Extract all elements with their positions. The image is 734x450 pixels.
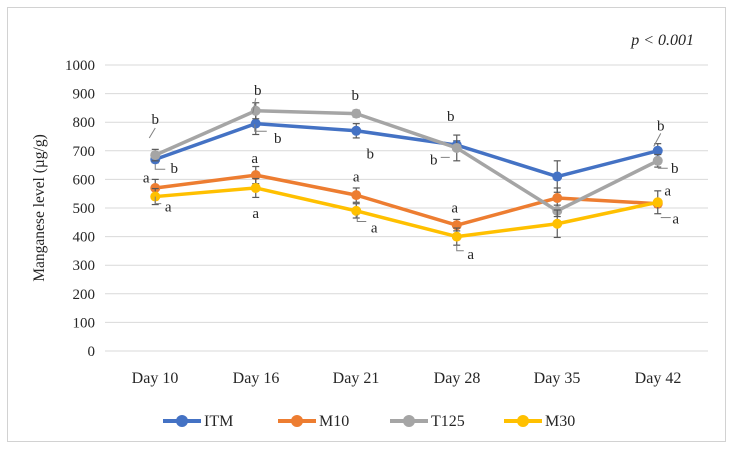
significance-letter: a	[252, 206, 259, 222]
significance-letter: b	[274, 131, 282, 147]
data-point-marker-M30	[351, 205, 362, 216]
data-point-marker-M30	[250, 182, 261, 193]
annotation-leader-line	[356, 214, 367, 222]
significance-letter: a	[467, 247, 474, 263]
annotation-leader-line	[456, 245, 464, 252]
data-point-marker-T125	[250, 105, 261, 116]
y-axis-tick-label: 400	[73, 230, 96, 246]
y-axis-tick-label: 200	[73, 287, 96, 303]
legend-swatches-layer	[163, 415, 542, 427]
legend-swatch-marker-M10	[291, 415, 303, 427]
significance-letter: a	[451, 200, 458, 216]
significance-letter: b	[352, 88, 360, 104]
significance-letter: b	[254, 83, 262, 99]
significance-letter: a	[143, 170, 150, 186]
data-point-marker-T125	[451, 142, 462, 153]
significance-letter: a	[672, 212, 679, 228]
data-point-marker-ITM	[552, 171, 563, 182]
series-line-ITM	[154, 121, 659, 179]
significance-letter: b	[367, 146, 375, 162]
data-point-marker-M30	[451, 231, 462, 242]
significance-letter: b	[447, 109, 455, 125]
data-point-marker-T125	[652, 155, 663, 166]
x-tick-label-day21: Day 21	[333, 370, 380, 387]
data-point-marker-M10	[250, 170, 261, 181]
series-T125	[150, 102, 663, 218]
y-axis-tick-label: 600	[73, 172, 96, 188]
annotation-leader-line	[653, 133, 662, 147]
legend-swatch-marker-M30	[517, 415, 529, 427]
y-axis-title: Manganese level (µg/g)	[31, 134, 48, 282]
data-series-layer	[150, 102, 663, 246]
legend-swatch-marker-T125	[403, 415, 415, 427]
figure-border	[7, 7, 726, 442]
legend-labels: ITM M10 T125 M30	[204, 413, 575, 430]
data-point-marker-M10	[552, 192, 563, 203]
y-axis-tick-label: 0	[88, 344, 96, 360]
y-axis-tick-label: 500	[73, 201, 96, 217]
series-line-M10	[155, 173, 658, 227]
significance-letter: b	[171, 161, 179, 177]
significance-letter: b	[152, 112, 160, 128]
p-value-annotation: p < 0.001	[630, 32, 694, 49]
series-M30	[150, 177, 663, 246]
x-tick-label-day28: Day 28	[434, 370, 481, 387]
x-tick-label-day10: Day 10	[132, 370, 179, 387]
legend-label-m30: M30	[545, 413, 575, 430]
x-axis-labels: Day 10 Day 16 Day 21 Day 28 Day 35 Day 4…	[132, 370, 682, 387]
x-tick-label-day35: Day 35	[534, 370, 581, 387]
significance-letter: a	[353, 169, 360, 185]
annotation-leader-line	[148, 127, 156, 139]
annotation-leader-line	[254, 124, 267, 132]
significance-letter: a	[251, 151, 258, 167]
series-M10	[150, 165, 663, 232]
y-axis-tick-label: 1000	[65, 58, 95, 74]
y-axis-tick-label: 900	[73, 87, 96, 103]
data-point-marker-M30	[150, 191, 161, 202]
data-point-marker-ITM	[351, 125, 362, 136]
gridlines-layer	[105, 64, 708, 352]
series-line-M30	[155, 186, 659, 239]
significance-letter: a	[165, 200, 172, 216]
data-point-marker-M30	[652, 197, 663, 208]
significance-letter: b	[657, 118, 665, 134]
data-point-marker-ITM	[652, 145, 663, 156]
significance-letter: b	[430, 152, 438, 168]
y-axis-tick-labels: 0 100 200 300 400 500 600 700 800 900 1000	[65, 58, 95, 360]
data-point-marker-M10	[351, 190, 362, 201]
y-axis-tick-label: 100	[73, 315, 96, 331]
legend-swatch-marker-ITM	[176, 415, 188, 427]
data-point-marker-ITM	[250, 118, 261, 129]
annotation-leader-line	[154, 164, 166, 170]
legend-label-m10: M10	[319, 413, 349, 430]
y-axis-tick-label: 700	[73, 144, 96, 160]
significance-letter: a	[664, 184, 671, 200]
y-axis-tick-label: 800	[73, 115, 96, 131]
legend-label-itm: ITM	[204, 413, 233, 430]
data-point-marker-T125	[351, 108, 362, 119]
data-point-marker-M30	[552, 218, 563, 229]
annotation-leader-line	[252, 98, 257, 114]
y-axis-tick-label: 300	[73, 258, 96, 274]
x-tick-label-day42: Day 42	[635, 370, 682, 387]
series-line-T125	[154, 109, 659, 213]
annotation-leader-line	[154, 196, 162, 205]
data-point-marker-T125	[150, 150, 161, 161]
significance-letter: a	[371, 220, 378, 236]
legend-label-t125: T125	[431, 413, 465, 430]
significance-letter: b	[671, 161, 679, 177]
x-tick-label-day16: Day 16	[233, 370, 280, 387]
